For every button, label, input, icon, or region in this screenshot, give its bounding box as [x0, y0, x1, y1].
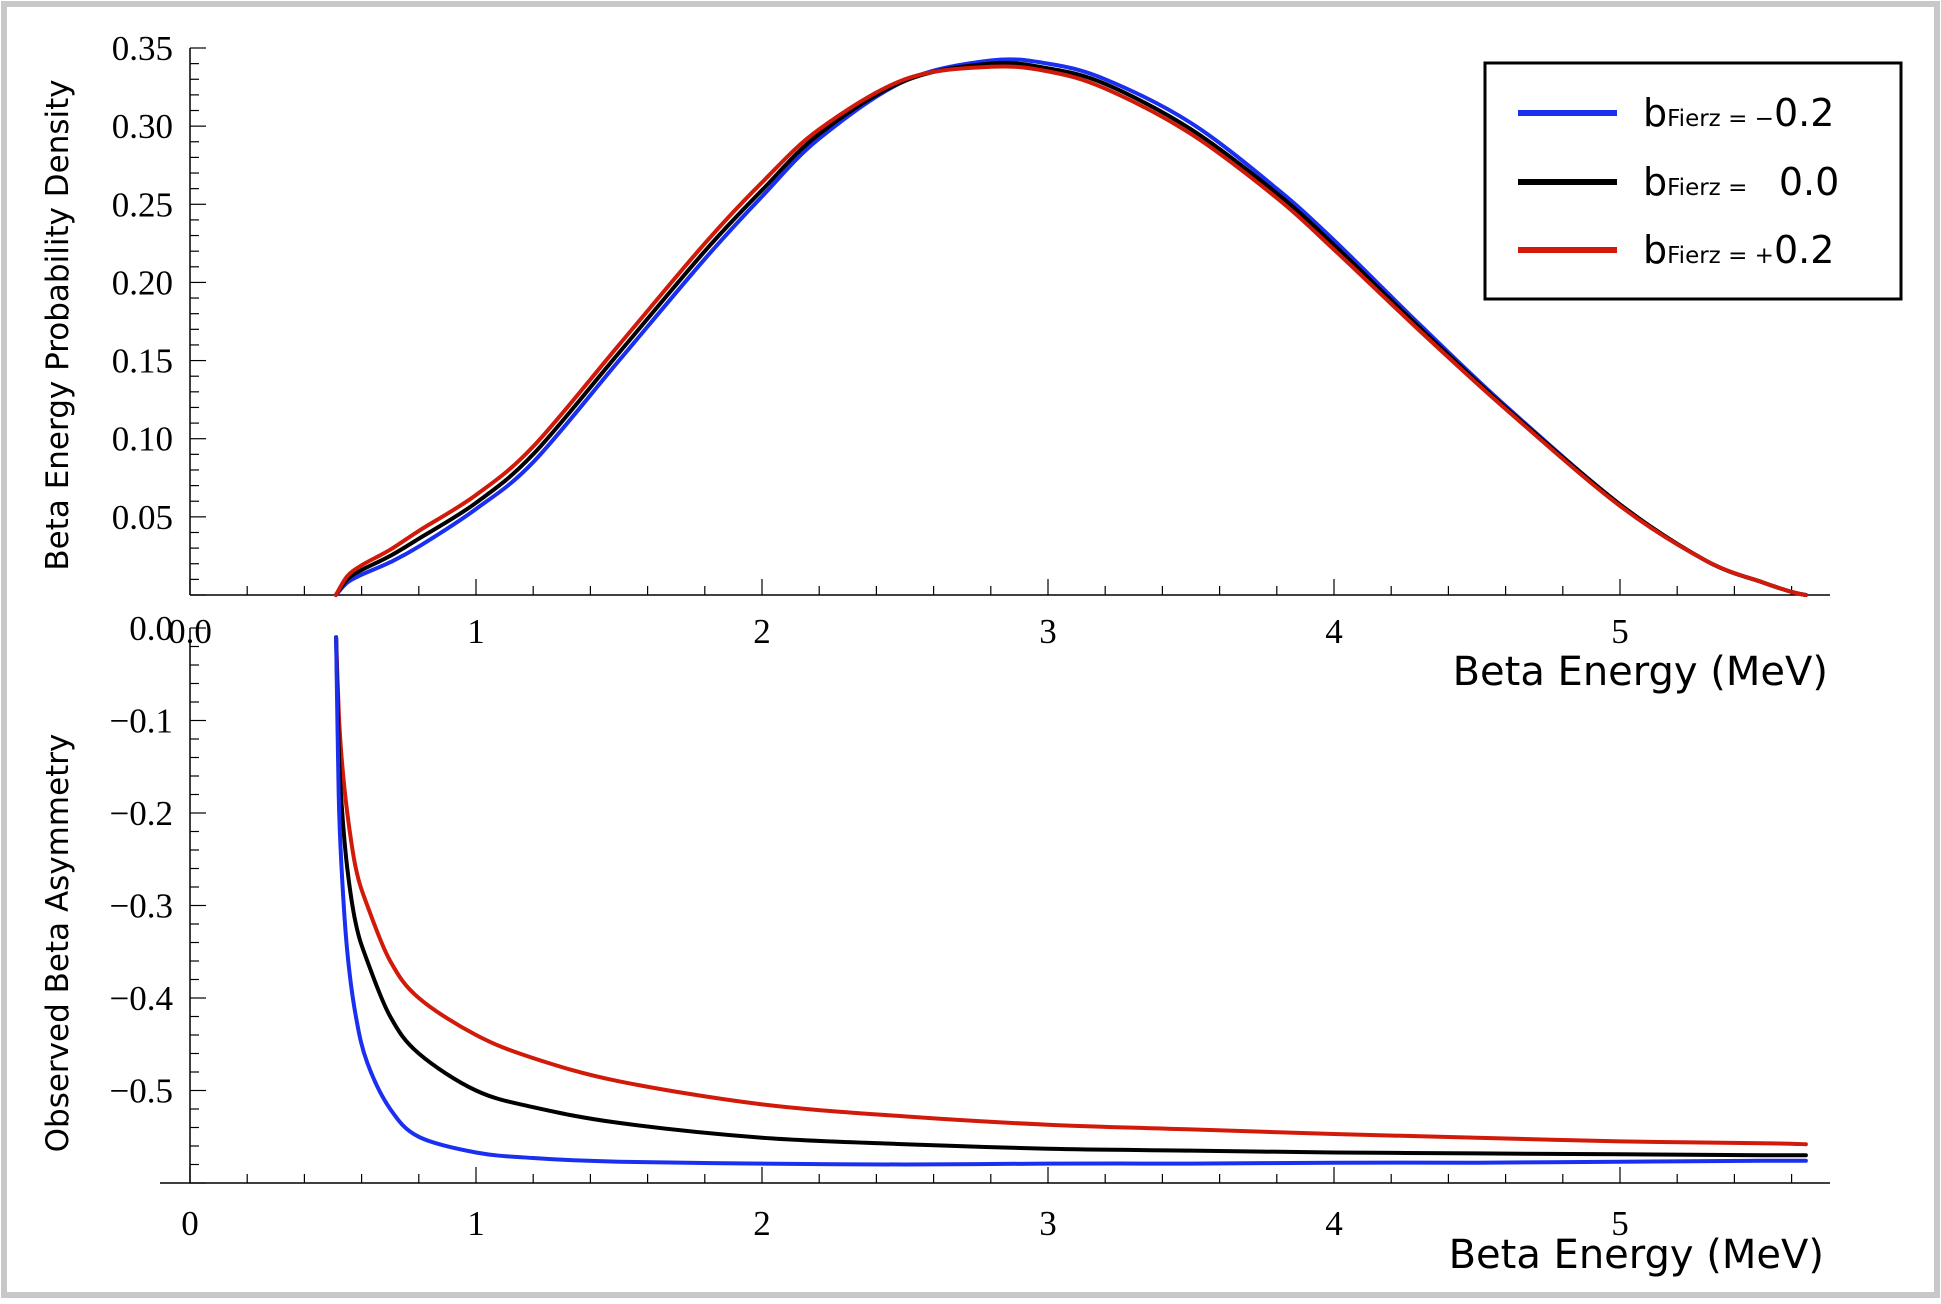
legend-label-neg: bFierz = −0.2 [1643, 91, 1834, 135]
bottom-y-tick-label: −0.4 [110, 979, 174, 1018]
bottom-x-tick-label: 3 [1039, 1204, 1057, 1243]
bottom-x-tick-label: 2 [753, 1204, 771, 1243]
legend-label-pos: bFierz = +0.2 [1643, 228, 1834, 272]
bottom-x-axis-title: Beta Energy (MeV) [1449, 1232, 1824, 1278]
top-y-tick-label: 0.25 [112, 185, 173, 224]
bottom-series-line-pos [334, 635, 1808, 1147]
top-x-tick-label: 5 [1611, 612, 1629, 651]
bottom-y-tick-label: −0.2 [110, 794, 174, 833]
top-y-axis-title: Beta Energy Probability Density [40, 79, 76, 570]
top-y-tick-label: 0.30 [112, 107, 173, 146]
top-series-line-pos [333, 64, 1808, 597]
top-y-tick-label: 0.20 [112, 263, 173, 302]
legend: bFierz = −0.2 bFierz = 0.0 bFierz = +0.2 [1483, 61, 1903, 301]
bottom-y-axis-title: Observed Beta Asymmetry [40, 734, 76, 1153]
legend-label-zero: bFierz = 0.0 [1643, 160, 1839, 204]
top-y-tick-label: 0.15 [112, 342, 173, 381]
bottom-x-tick-label: 1 [467, 1204, 485, 1243]
bottom-series-line-zero [334, 635, 1808, 1158]
bottom-series-group [334, 635, 1808, 1167]
bottom-x-tick-label: 5 [1611, 1204, 1629, 1243]
bottom-y-tick-label: −0.3 [110, 887, 174, 926]
top-y-tick-label: 0.05 [112, 498, 173, 537]
bottom-y-tick-label: 0.0 [129, 609, 173, 648]
top-x-tick-label: 1 [467, 612, 485, 651]
bottom-series-line-neg [334, 635, 1808, 1167]
bottom-y-tick-label: −0.1 [110, 702, 174, 741]
top-series-group [333, 57, 1808, 597]
top-axes: 0.0 1 2 3 4 5 0.05 0.10 0.15 0.20 0.25 0.30 0.35 [112, 29, 1830, 651]
bottom-axes: 0 1 2 3 4 5 0.0 −0.1 −0.2 −0.3 −0.4 −0.5 [110, 609, 1830, 1243]
top-x-tick-label: 3 [1039, 612, 1057, 651]
top-y-tick-label: 0.10 [112, 420, 173, 459]
top-x-tick-label: 2 [753, 612, 771, 651]
bottom-x-tick-label: 4 [1325, 1204, 1343, 1243]
top-x-axis-title: Beta Energy (MeV) [1453, 649, 1828, 695]
bottom-x-tick-label: 0 [181, 1204, 199, 1243]
top-y-tick-label: 0.35 [112, 29, 173, 68]
top-x-tick-label: 4 [1325, 612, 1343, 651]
bottom-y-tick-label: −0.5 [110, 1072, 174, 1111]
